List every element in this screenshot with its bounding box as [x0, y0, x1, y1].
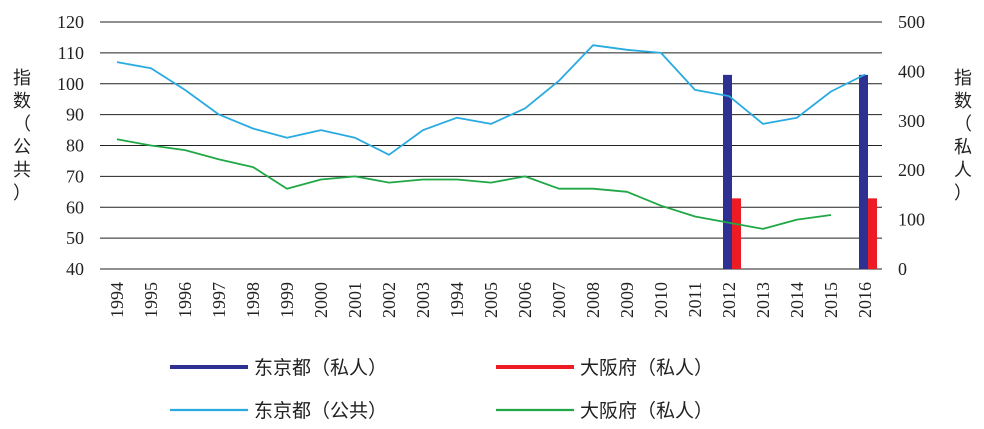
x-tick-label: 2006	[515, 282, 535, 318]
x-tick-label: 2002	[379, 282, 399, 318]
left-axis-title-char: ）	[13, 183, 31, 204]
legend-label: 大阪府（私人）	[580, 400, 713, 422]
left-tick-label: 90	[66, 105, 84, 125]
right-axis-title-char: （	[954, 114, 972, 135]
x-tick-label: 1994	[107, 282, 127, 318]
left-axis-ticks: 40 50 60 70 80 90 100 110 120	[57, 12, 84, 279]
left-axis-title-char: 公	[13, 137, 31, 158]
right-tick-label: 300	[898, 111, 925, 131]
legend-label: 大阪府（私人）	[580, 357, 713, 379]
x-tick-label: 2012	[719, 282, 739, 318]
x-tick-label: 2010	[651, 282, 671, 318]
x-tick-label: 2014	[787, 282, 807, 318]
right-tick-label: 400	[898, 61, 925, 81]
right-axis-ticks: 0 100 200 300 400 500	[898, 12, 925, 279]
bar	[723, 74, 732, 269]
left-tick-label: 40	[66, 259, 84, 279]
gridlines	[100, 21, 882, 270]
line-series	[116, 44, 866, 230]
x-tick-label: 2001	[345, 282, 365, 318]
left-axis-title-char: 数	[13, 91, 31, 112]
x-tick-label: 2015	[821, 282, 841, 318]
left-axis-title-char: 指	[13, 68, 31, 89]
left-tick-label: 80	[66, 136, 84, 156]
legend-label: 东京都（公共）	[254, 400, 387, 422]
right-tick-label: 0	[898, 259, 907, 279]
left-tick-label: 70	[66, 166, 84, 186]
x-axis-ticks: 1994 1995 1996 1997 1998 1999 2000 2001 2002 2003…	[107, 282, 875, 318]
right-axis-title-char: ）	[954, 183, 972, 204]
right-tick-label: 500	[898, 12, 925, 32]
x-tick-label: 2013	[753, 282, 773, 318]
right-axis-title: 指数（私人）	[954, 68, 972, 204]
bar	[859, 74, 868, 269]
series-line	[116, 44, 866, 156]
x-tick-label: 2016	[855, 282, 875, 318]
x-tick-label: 2011	[685, 282, 705, 317]
right-tick-label: 100	[898, 210, 925, 230]
right-axis-title-char: 指	[954, 68, 972, 89]
right-tick-label: 200	[898, 160, 925, 180]
right-axis-title-char: 人	[954, 160, 972, 181]
left-tick-label: 110	[58, 43, 84, 63]
left-axis-title-char: 共	[13, 160, 31, 181]
left-tick-label: 60	[66, 197, 84, 217]
x-tick-label: 2005	[481, 282, 501, 318]
left-tick-label: 120	[57, 12, 84, 32]
x-tick-label: 2007	[549, 282, 569, 318]
bar	[868, 198, 877, 269]
left-tick-label: 100	[57, 74, 84, 94]
bar	[732, 198, 741, 269]
x-tick-label: 1994	[447, 282, 467, 318]
left-axis-title-char: （	[13, 114, 31, 135]
x-tick-label: 2000	[311, 282, 331, 318]
bar-series	[723, 74, 877, 269]
right-axis-title-char: 数	[954, 91, 972, 112]
left-axis-title: 指数（公共）	[13, 68, 31, 204]
right-axis-title-char: 私	[954, 137, 972, 158]
x-tick-label: 1995	[141, 282, 161, 318]
x-tick-label: 1997	[209, 282, 229, 318]
x-tick-label: 2009	[617, 282, 637, 318]
x-tick-label: 1999	[277, 282, 297, 318]
x-tick-label: 1998	[243, 282, 263, 318]
x-tick-label: 1996	[175, 282, 195, 318]
legend-label: 东京都（私人）	[254, 357, 387, 379]
legend: 东京都（私人） 大阪府（私人） 东京都（公共） 大阪府（私人）	[170, 357, 713, 422]
series-line	[116, 138, 832, 230]
left-tick-label: 50	[66, 228, 84, 248]
x-tick-label: 2003	[413, 282, 433, 318]
x-tick-label: 2008	[583, 282, 603, 318]
